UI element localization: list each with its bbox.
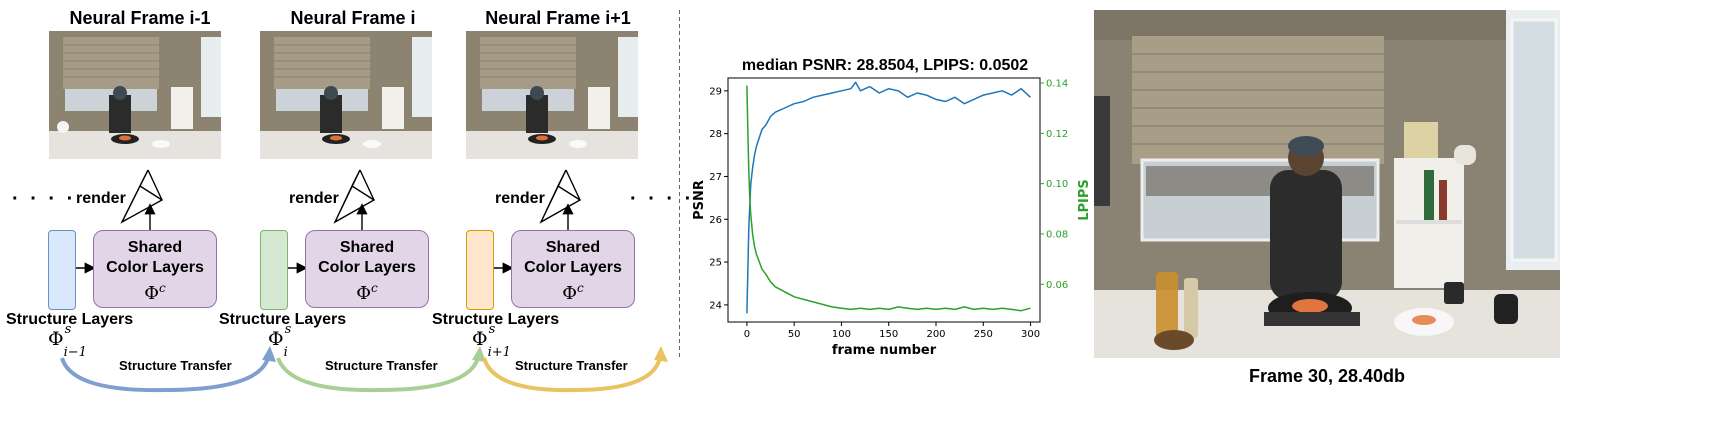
y-axis-label: PSNR: [692, 180, 707, 220]
psnr-lpips-chart: median PSNR: 28.8504, LPIPS: 0.0502 0 50 1…: [690, 50, 1090, 360]
ellipsis-right: · · · ·: [630, 188, 695, 210]
color-layers-symbol: Φc: [356, 281, 378, 304]
y-tick-label: 24: [709, 300, 722, 311]
shared-color-layers-box-next: Shared Color Layers Φc: [511, 230, 635, 308]
rendered-frame-thumbnail-next: [466, 31, 638, 164]
y2-tick-label: 0.12: [1046, 129, 1068, 140]
structure-layer-box-current: [260, 230, 288, 310]
y2-tick-label: 0.08: [1046, 229, 1068, 240]
plot-frame: [727, 77, 1041, 323]
y2-tick-label: 0.14: [1046, 79, 1068, 90]
photo-caption: Frame 30, 28.40db: [1248, 366, 1406, 386]
camera-frustum-icon: [539, 169, 582, 224]
shared-color-layers-box-prev: Shared Color Layers Φc: [93, 230, 217, 308]
rendered-frame-thumbnail-current: [260, 31, 432, 164]
y2-tick-label: 0.10: [1046, 179, 1068, 190]
x-axis-label: frame number: [832, 343, 937, 358]
color-layers-line2: Color Layers: [318, 259, 416, 276]
structure-layers-label-next: Structure Layers: [432, 311, 560, 328]
color-layers-symbol: Φc: [144, 281, 166, 304]
structure-transfer-label-3: Structure Transfer: [515, 358, 628, 373]
structure-layers-label-prev: Structure Layers: [6, 311, 134, 328]
render-label-prev: render: [76, 190, 126, 207]
lpips-series-line: [746, 85, 1031, 312]
color-layers-line1: Shared: [339, 239, 395, 256]
color-layers-line2: Color Layers: [106, 259, 204, 276]
color-layers-symbol: Φc: [562, 281, 584, 304]
y2-axis-label: LPIPS: [1077, 179, 1090, 221]
x-tick-label: 150: [879, 329, 898, 340]
y-tick-label: 29: [709, 86, 722, 97]
chart-title: median PSNR: 28.8504, LPIPS: 0.0502: [741, 57, 1029, 74]
camera-frustum-icon: [333, 169, 376, 224]
shared-color-layers-box-current: Shared Color Layers Φc: [305, 230, 429, 308]
x-tick-label: 50: [788, 329, 801, 340]
psnr-series-line: [746, 81, 1032, 314]
x-tick-label: 200: [926, 329, 945, 340]
x-tick-label: 100: [832, 329, 851, 340]
y-tick-label: 27: [709, 172, 722, 183]
structure-transfer-arc-3: [482, 346, 668, 393]
frame-title-current: Neural Frame i: [290, 8, 416, 28]
structure-layer-box-prev: [48, 230, 76, 310]
y2-tick-label: 0.06: [1046, 280, 1068, 291]
color-layers-line1: Shared: [545, 239, 601, 256]
ellipsis-left: · · · ·: [12, 188, 77, 210]
structure-layers-label-current: Structure Layers: [219, 311, 347, 328]
structure-transfer-label-2: Structure Transfer: [325, 358, 438, 373]
diagram-connectors: [60, 10, 680, 393]
color-layers-line2: Color Layers: [524, 259, 622, 276]
y-tick-label: 28: [709, 129, 722, 140]
structure-transfer-label-1: Structure Transfer: [119, 358, 232, 373]
rendered-frame-photo: [1094, 10, 1560, 358]
color-layers-line1: Shared: [127, 239, 183, 256]
structure-transfer-arc-1: [60, 346, 276, 393]
rendered-frame-thumbnail-prev: [49, 31, 221, 164]
x-tick-label: 0: [744, 329, 750, 340]
structure-layer-box-next: [466, 230, 494, 310]
render-label-next: render: [495, 190, 545, 207]
frame-title-next: Neural Frame i+1: [485, 8, 631, 28]
structure-transfer-arc-2: [276, 346, 486, 393]
camera-frustum-icon: [120, 169, 164, 224]
frame-title-prev: Neural Frame i-1: [69, 8, 211, 28]
y-tick-label: 25: [709, 258, 722, 269]
chart-canvas: 0 50 100 150 200 250 300 24 25 26 27 28 29 0.06 0.08 0.…: [692, 77, 1090, 358]
y-tick-label: 26: [709, 215, 722, 226]
x-tick-label: 250: [974, 329, 993, 340]
render-label-current: render: [289, 190, 339, 207]
x-tick-label: 300: [1021, 329, 1040, 340]
